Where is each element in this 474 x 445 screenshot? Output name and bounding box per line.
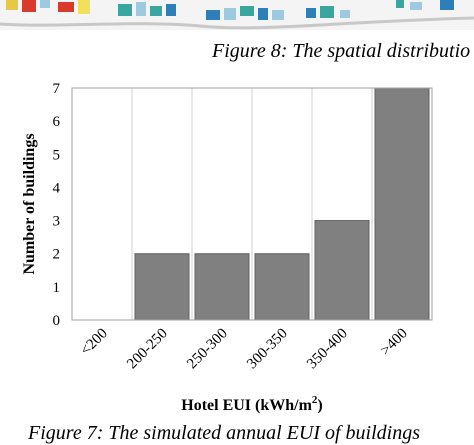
x-axis-title: Hotel EUI (kWh/m2) [181,394,323,414]
bar-350-400 [314,220,370,321]
y-tick-label: 6 [53,114,61,130]
x-tick-labels: <200 200-250 250-300 300-350 350-400 >400 [78,326,411,373]
plot-area-border [71,87,433,321]
map-image [0,0,474,30]
grid-lines [131,88,373,320]
y-tick-label: 7 [53,81,61,97]
figure-8-caption: Figure 8: The spatial distributio [212,40,471,62]
x-tick-label: >400 [378,326,411,359]
bar->400 [374,87,430,321]
x-tick-label: <200 [78,326,111,359]
histogram-chart: 0 1 2 3 4 5 6 7 <200 200-250 250-300 300-350 350-40… [21,81,433,414]
y-tick-label: 0 [53,313,61,329]
map-figure-strip [0,0,474,30]
y-axis-title: Number of buildings [21,133,38,274]
x-tick-label: 300-350 [244,326,291,373]
y-tick-label: 5 [53,147,61,163]
bars [134,87,430,321]
x-tick-label: 350-400 [304,326,351,373]
figure-7-caption: Figure 7: The simulated annual EUI of bu… [28,422,421,444]
bar-250-300 [194,253,250,321]
y-tick-label: 2 [53,247,61,263]
bar-200-250 [134,253,190,321]
y-tick-labels: 0 1 2 3 4 5 6 7 [53,81,61,329]
y-tick-label: 1 [53,280,61,296]
x-tick-label: 200-250 [124,326,171,373]
y-tick-label: 3 [53,214,61,230]
bar-300-350 [254,253,310,321]
x-tick-label: 250-300 [184,326,231,373]
y-tick-label: 4 [53,180,61,196]
